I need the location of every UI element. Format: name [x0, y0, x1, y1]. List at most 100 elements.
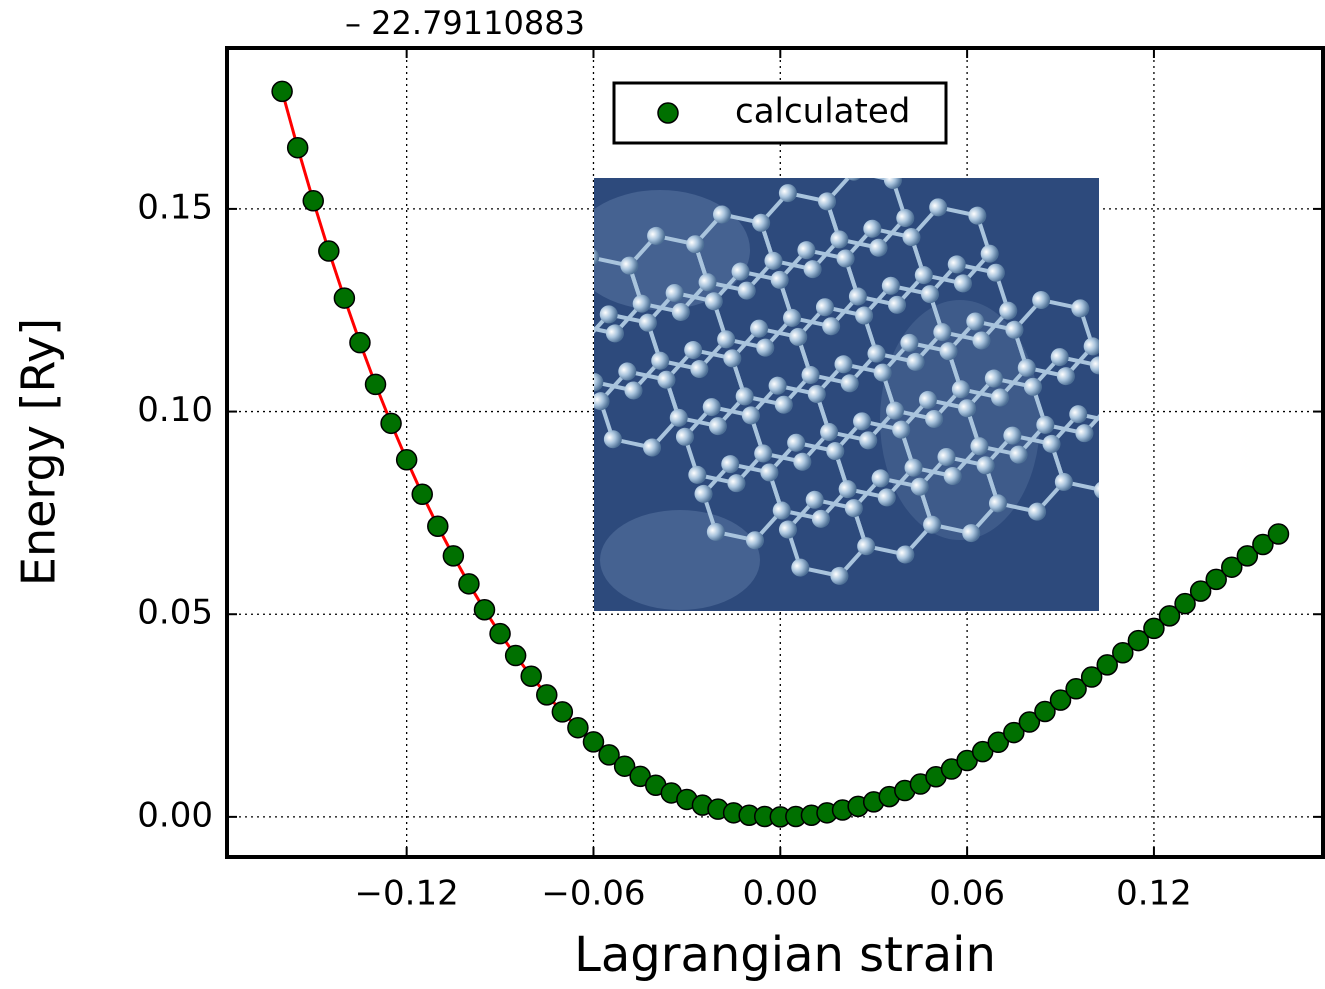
atom	[778, 520, 797, 539]
data-point	[333, 287, 356, 309]
atom	[867, 344, 886, 363]
atom	[999, 301, 1018, 320]
atom	[618, 362, 637, 381]
y-tick-label: 0.05	[137, 593, 213, 633]
atom	[651, 351, 670, 370]
data-point	[1189, 580, 1212, 602]
atom	[754, 444, 773, 463]
y-tick-label: 0.00	[137, 795, 213, 835]
atom	[657, 370, 676, 389]
data-point	[1205, 568, 1227, 591]
atom	[620, 256, 639, 275]
atom	[1005, 320, 1024, 339]
data-point	[380, 412, 402, 435]
atom	[1075, 424, 1094, 443]
atom	[885, 401, 904, 420]
atom	[741, 406, 760, 425]
data-point	[971, 740, 994, 763]
atom	[702, 398, 721, 417]
atom	[750, 319, 769, 338]
atom	[834, 355, 853, 374]
inset-image	[486, 178, 1202, 611]
atom	[980, 244, 999, 263]
data-point	[598, 744, 620, 766]
y-tick-label: 0.10	[137, 390, 213, 430]
plot-frame	[225, 46, 1325, 859]
legend-marker	[657, 102, 679, 124]
atom	[756, 338, 775, 357]
atom	[838, 480, 857, 499]
atom	[499, 335, 522, 358]
atom	[844, 499, 863, 518]
atom	[968, 206, 987, 225]
atom	[859, 431, 878, 450]
atom	[486, 297, 509, 320]
atom	[1028, 502, 1047, 521]
x-tick-label: −0.12	[355, 874, 459, 914]
data-point	[302, 190, 324, 212]
atom	[797, 241, 816, 260]
atom	[822, 317, 841, 336]
atom	[513, 267, 536, 290]
atom	[830, 230, 849, 249]
atom	[694, 484, 713, 503]
atom	[991, 388, 1010, 407]
atom	[647, 226, 666, 245]
data-point	[395, 449, 418, 471]
data-point	[349, 331, 371, 354]
atom	[1032, 291, 1051, 310]
atom	[1042, 434, 1061, 453]
atom	[791, 558, 810, 577]
atom	[690, 360, 709, 379]
atom	[815, 298, 834, 317]
atom	[925, 409, 944, 428]
atom	[840, 374, 859, 393]
bond	[491, 268, 582, 365]
atom	[737, 281, 756, 300]
atom	[624, 381, 643, 400]
atom	[778, 184, 797, 203]
atom	[863, 219, 882, 238]
atom	[708, 417, 727, 436]
atom	[1003, 426, 1022, 445]
atom	[789, 327, 808, 346]
atom	[727, 474, 746, 493]
data-point	[473, 599, 496, 621]
x-tick-label: 0.06	[929, 874, 1005, 914]
atom	[896, 545, 915, 564]
atom	[970, 437, 989, 456]
data-point	[1034, 700, 1056, 723]
atom	[896, 209, 915, 228]
atom	[869, 238, 888, 257]
data-point	[987, 731, 1009, 754]
atom	[988, 494, 1007, 513]
atom	[774, 395, 793, 414]
atom	[1071, 299, 1090, 318]
atom	[1054, 472, 1073, 491]
atom	[594, 373, 604, 392]
atom	[793, 452, 812, 471]
graphene-lattice	[486, 178, 1202, 585]
atom	[803, 260, 822, 279]
atom	[638, 313, 657, 332]
atom	[892, 420, 911, 439]
atom	[717, 330, 736, 349]
x-axis-label: Lagrangian strain	[574, 927, 996, 983]
atom	[976, 456, 995, 475]
bond	[1111, 382, 1202, 479]
atom	[712, 205, 731, 224]
data-point	[1096, 654, 1118, 676]
data-point	[551, 701, 574, 723]
atom	[1056, 367, 1075, 386]
atom	[820, 423, 839, 442]
data-point	[1221, 556, 1243, 578]
atom	[920, 285, 939, 304]
atom	[605, 324, 624, 343]
data-point	[1252, 533, 1274, 556]
atom	[669, 408, 688, 427]
atom	[943, 467, 962, 486]
atom	[857, 537, 876, 556]
data-point	[1080, 666, 1103, 688]
atom	[958, 399, 977, 418]
